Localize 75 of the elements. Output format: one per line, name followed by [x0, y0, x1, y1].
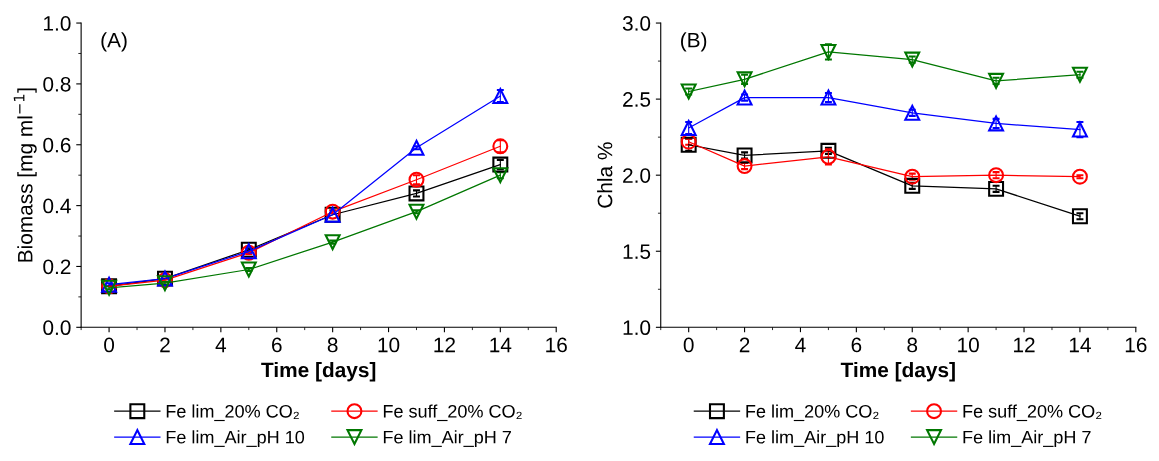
point — [1071, 168, 1088, 185]
x-tick-label: 2 — [739, 337, 750, 353]
x-tick-label: 10 — [378, 337, 400, 353]
y-tick-label: 0.8 — [43, 76, 71, 92]
point — [904, 104, 921, 121]
chart-title: (A) — [101, 32, 127, 52]
point — [988, 167, 1005, 184]
x-tick-label: 2 — [160, 337, 170, 353]
x-tick-label: 14 — [1069, 337, 1091, 353]
legend-label: Fe lim_Air_pH 10 — [746, 430, 884, 448]
point — [904, 51, 921, 68]
y-tick-label: 2.0 — [623, 168, 651, 183]
point — [988, 72, 1005, 89]
legend-label: Fe lim_Air_pH 7 — [383, 430, 511, 448]
point — [492, 138, 509, 155]
y-tick-label: 1.0 — [623, 320, 651, 336]
point — [408, 203, 425, 220]
legend-label: Fe suff_20% CO₂ — [383, 404, 522, 422]
point — [492, 156, 509, 173]
y-tick-label: 0.4 — [43, 198, 71, 214]
point — [988, 180, 1005, 197]
x-tick-label: 16 — [546, 337, 567, 353]
point — [988, 115, 1005, 132]
x-tick-label: 8 — [327, 337, 338, 353]
x-tick-label: 12 — [1014, 337, 1035, 353]
point — [820, 43, 837, 60]
y-tick-label: 0.6 — [43, 137, 71, 153]
x-tick-label: 10 — [958, 337, 979, 353]
point — [1071, 121, 1088, 138]
x-tick-label: 16 — [1125, 337, 1147, 353]
legend-label: Fe lim_Air_pH 10 — [166, 430, 305, 448]
point — [1071, 66, 1088, 83]
point — [1071, 208, 1088, 225]
x-tick-label: 12 — [434, 337, 455, 353]
legend-label: Fe lim_20% CO₂ — [166, 404, 299, 422]
point — [820, 142, 837, 159]
y-axis-title: Biomass [mg ml$^{−1}$] — [13, 88, 37, 262]
x-tick-label: 4 — [215, 337, 227, 353]
legend-label: Fe lim_20% CO₂ — [746, 404, 879, 422]
point — [736, 158, 753, 175]
x-tick-label: 8 — [907, 337, 918, 353]
point — [904, 168, 921, 185]
legend-label: Fe suff_20% CO₂ — [963, 404, 1102, 422]
point — [240, 261, 257, 278]
x-tick-label: 14 — [490, 337, 512, 353]
y-tick-label: 2.5 — [623, 92, 651, 107]
legend-label: Fe lim_Air_pH 7 — [963, 430, 1091, 448]
x-tick-label: 6 — [851, 337, 862, 353]
x-tick-label: 6 — [272, 337, 282, 353]
y-tick-label: 0.0 — [43, 320, 71, 336]
y-tick-label: 1.5 — [623, 244, 651, 259]
y-axis-title: Chla % — [597, 142, 613, 208]
point — [492, 88, 509, 105]
point — [820, 89, 837, 106]
point — [680, 83, 697, 100]
x-tick-label: 0 — [104, 337, 115, 353]
x-tick-label: 4 — [795, 337, 806, 353]
point — [736, 71, 753, 88]
point — [736, 147, 753, 164]
point — [408, 185, 425, 202]
x-axis-title: Time [days] — [840, 362, 955, 382]
y-tick-label: 1.0 — [44, 16, 71, 31]
point — [904, 177, 921, 194]
y-tick-label: 3.0 — [622, 16, 651, 31]
point — [680, 120, 697, 136]
chart-title: (B) — [681, 32, 707, 52]
point — [492, 167, 509, 184]
point — [736, 89, 753, 106]
point — [820, 148, 837, 165]
x-axis-title: Time [days] — [261, 362, 376, 382]
x-tick-label: 0 — [683, 337, 694, 353]
y-tick-label: 0.2 — [43, 259, 71, 275]
point — [324, 234, 341, 251]
point — [408, 171, 425, 188]
point — [408, 139, 425, 156]
